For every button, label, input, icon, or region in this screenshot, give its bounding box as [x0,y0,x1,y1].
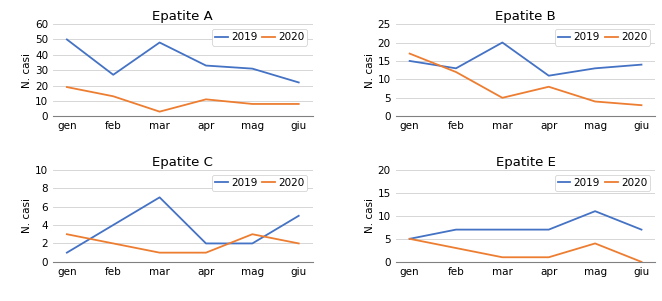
2020 [202,98,210,101]
Y-axis label: N. casi: N. casi [23,198,32,233]
2020 [248,232,256,236]
2019 [248,67,256,70]
Line: 2020: 2020 [67,87,299,112]
2019 [591,67,599,70]
Title: Epatite A: Epatite A [152,10,213,23]
2019 [498,228,506,231]
2019 [406,59,414,63]
2020 [498,256,506,259]
Y-axis label: N. casi: N. casi [365,53,375,88]
2019 [109,73,117,76]
2019 [591,209,599,213]
2020 [591,242,599,245]
2020 [545,85,553,88]
2020 [295,242,303,245]
2019 [156,41,164,44]
2019 [498,41,506,44]
2019 [248,242,256,245]
2019 [545,228,553,231]
2020 [63,85,71,89]
Legend: 2019, 2020: 2019, 2020 [555,29,650,45]
2020 [202,251,210,254]
2019 [452,228,460,231]
2020 [295,102,303,106]
Legend: 2019, 2020: 2019, 2020 [212,29,307,45]
Y-axis label: N. casi: N. casi [23,53,32,88]
2019 [63,38,71,41]
2019 [452,67,460,70]
2019 [202,242,210,245]
2019 [63,251,71,254]
Title: Epatite B: Epatite B [495,10,556,23]
2019 [295,214,303,218]
2020 [109,242,117,245]
2020 [638,260,645,264]
2020 [591,100,599,103]
Line: 2019: 2019 [67,39,299,82]
2020 [498,96,506,100]
Line: 2019: 2019 [67,197,299,253]
2020 [452,70,460,74]
2019 [638,228,645,231]
Line: 2019: 2019 [410,211,641,239]
2020 [248,102,256,106]
2020 [406,52,414,55]
2020 [638,103,645,107]
Title: Epatite E: Epatite E [496,156,555,169]
2019 [202,64,210,67]
2020 [452,246,460,250]
2020 [156,251,164,254]
Line: 2020: 2020 [67,234,299,253]
2019 [109,223,117,227]
Line: 2020: 2020 [410,54,641,105]
Line: 2020: 2020 [410,239,641,262]
Legend: 2019, 2020: 2019, 2020 [212,175,307,191]
2020 [545,256,553,259]
Legend: 2019, 2020: 2019, 2020 [555,175,650,191]
2020 [109,95,117,98]
Line: 2019: 2019 [410,42,641,76]
2019 [406,237,414,240]
2020 [406,237,414,240]
2019 [545,74,553,77]
2019 [638,63,645,67]
Y-axis label: N. casi: N. casi [365,198,375,233]
2019 [156,196,164,199]
Title: Epatite C: Epatite C [152,156,213,169]
2020 [63,232,71,236]
2019 [295,81,303,84]
2020 [156,110,164,113]
